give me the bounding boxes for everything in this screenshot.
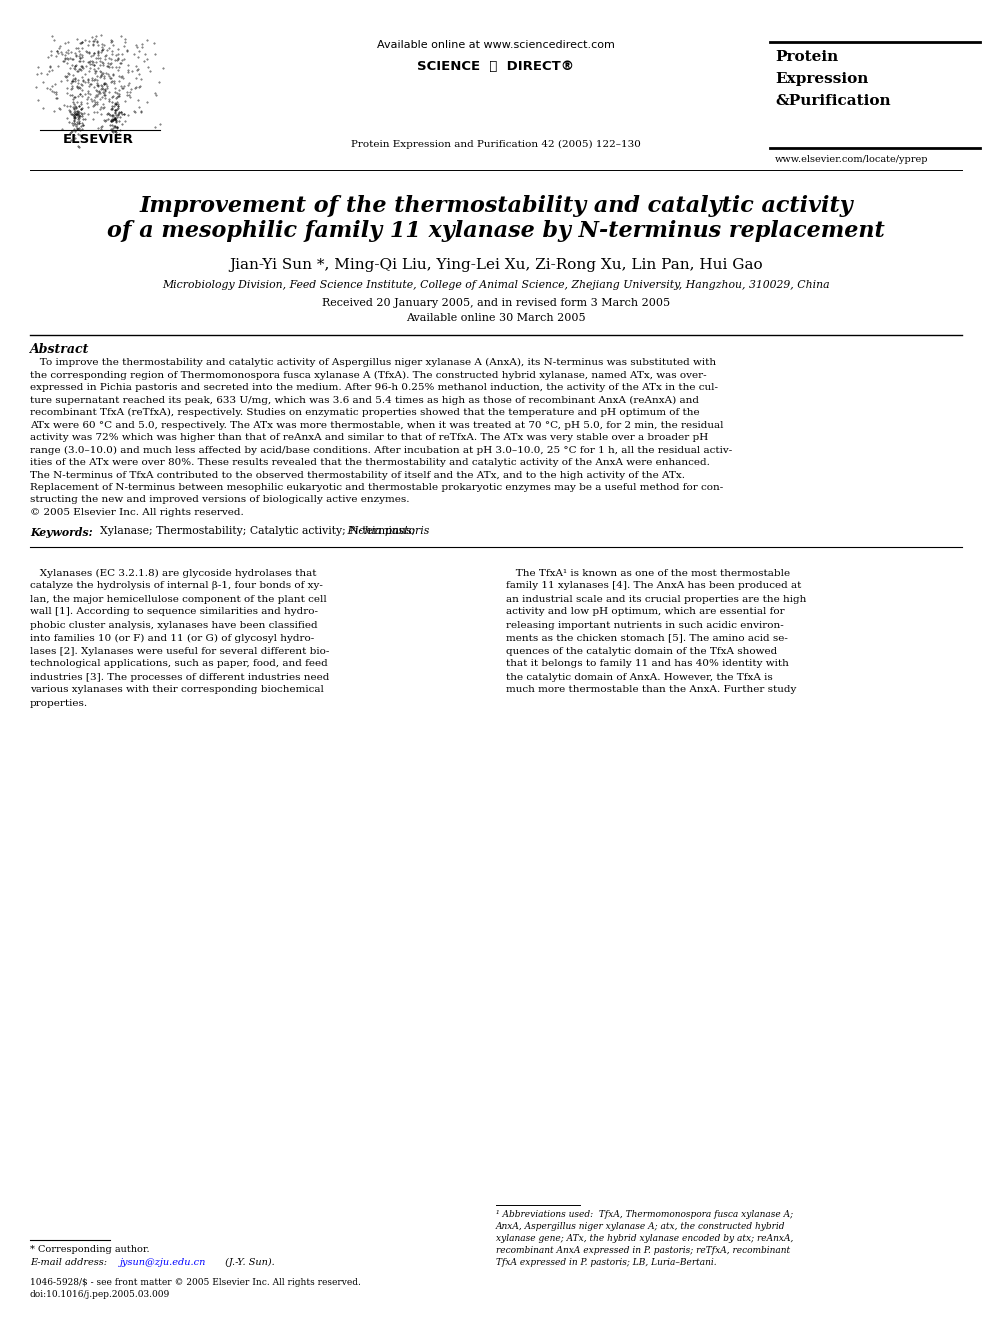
Text: of a mesophilic family 11 xylanase by N-terminus replacement: of a mesophilic family 11 xylanase by N-…: [107, 220, 885, 242]
Text: the corresponding region of Thermomonospora fusca xylanase A (TfxA). The constru: the corresponding region of Thermomonosp…: [30, 370, 706, 380]
Text: Xylanases (EC 3.2.1.8) are glycoside hydrolases that: Xylanases (EC 3.2.1.8) are glycoside hyd…: [30, 569, 316, 578]
Text: lases [2]. Xylanases were useful for several different bio-: lases [2]. Xylanases were useful for sev…: [30, 647, 329, 655]
Text: doi:10.1016/j.pep.2005.03.009: doi:10.1016/j.pep.2005.03.009: [30, 1290, 171, 1299]
Text: family 11 xylanases [4]. The AnxA has been produced at: family 11 xylanases [4]. The AnxA has be…: [506, 582, 802, 590]
Text: ATx were 60 °C and 5.0, respectively. The ATx was more thermostable, when it was: ATx were 60 °C and 5.0, respectively. Th…: [30, 421, 723, 430]
Text: Jian-Yi Sun *, Ming-Qi Liu, Ying-Lei Xu, Zi-Rong Xu, Lin Pan, Hui Gao: Jian-Yi Sun *, Ming-Qi Liu, Ying-Lei Xu,…: [229, 258, 763, 273]
Text: To improve the thermostability and catalytic activity of Aspergillus niger xylan: To improve the thermostability and catal…: [30, 359, 716, 366]
Text: jysun@zju.edu.cn: jysun@zju.edu.cn: [120, 1258, 206, 1267]
Text: Expression: Expression: [775, 71, 868, 86]
Text: ities of the ATx were over 80%. These results revealed that the thermostability : ities of the ATx were over 80%. These re…: [30, 458, 710, 467]
Text: expressed in Pichia pastoris and secreted into the medium. After 96-h 0.25% meth: expressed in Pichia pastoris and secrete…: [30, 382, 718, 392]
Text: The N-terminus of TfxA contributed to the observed thermostability of itself and: The N-terminus of TfxA contributed to th…: [30, 471, 685, 479]
Text: ¹ Abbreviations used:  TfxA, Thermomonospora fusca xylanase A;: ¹ Abbreviations used: TfxA, Thermomonosp…: [496, 1211, 794, 1218]
Text: Available online 30 March 2005: Available online 30 March 2005: [406, 314, 586, 323]
Text: (J.-Y. Sun).: (J.-Y. Sun).: [222, 1258, 275, 1267]
Text: that it belongs to family 11 and has 40% identity with: that it belongs to family 11 and has 40%…: [506, 659, 789, 668]
Text: into families 10 (or F) and 11 (or G) of glycosyl hydro-: into families 10 (or F) and 11 (or G) of…: [30, 634, 314, 643]
Text: ELSEVIER: ELSEVIER: [62, 134, 134, 146]
Text: Protein Expression and Purification 42 (2005) 122–130: Protein Expression and Purification 42 (…: [351, 140, 641, 149]
Text: activity was 72% which was higher than that of reAnxA and similar to that of reT: activity was 72% which was higher than t…: [30, 433, 708, 442]
Text: Replacement of N-terminus between mesophilic eukaryotic and thermostable prokary: Replacement of N-terminus between mesoph…: [30, 483, 723, 492]
Text: SCIENCE  ⓓ  DIRECT®: SCIENCE ⓓ DIRECT®: [418, 60, 574, 73]
Text: Protein: Protein: [775, 50, 838, 64]
Text: E-mail address:: E-mail address:: [30, 1258, 113, 1267]
Text: © 2005 Elsevier Inc. All rights reserved.: © 2005 Elsevier Inc. All rights reserved…: [30, 508, 244, 517]
Text: AnxA, Aspergillus niger xylanase A; atx, the constructed hybrid: AnxA, Aspergillus niger xylanase A; atx,…: [496, 1222, 786, 1230]
Text: technological applications, such as paper, food, and feed: technological applications, such as pape…: [30, 659, 327, 668]
Text: properties.: properties.: [30, 699, 88, 708]
Text: the catalytic domain of AnxA. However, the TfxA is: the catalytic domain of AnxA. However, t…: [506, 672, 773, 681]
Text: xylanase gene; ATx, the hybrid xylanase encoded by atx; reAnxA,: xylanase gene; ATx, the hybrid xylanase …: [496, 1234, 794, 1244]
Text: Xylanase; Thermostability; Catalytic activity; N-terminus;: Xylanase; Thermostability; Catalytic act…: [100, 527, 415, 537]
Text: Pichia pastoris: Pichia pastoris: [344, 527, 430, 537]
Text: lan, the major hemicellulose component of the plant cell: lan, the major hemicellulose component o…: [30, 594, 326, 603]
Text: phobic cluster analysis, xylanases have been classified: phobic cluster analysis, xylanases have …: [30, 620, 317, 630]
Text: recombinant AnxA expressed in P. pastoris; reTfxA, recombinant: recombinant AnxA expressed in P. pastori…: [496, 1246, 790, 1256]
Text: recombinant TfxA (reTfxA), respectively. Studies on enzymatic properties showed : recombinant TfxA (reTfxA), respectively.…: [30, 407, 699, 417]
Text: &Purification: &Purification: [775, 94, 891, 108]
Text: industries [3]. The processes of different industries need: industries [3]. The processes of differe…: [30, 672, 329, 681]
Text: quences of the catalytic domain of the TfxA showed: quences of the catalytic domain of the T…: [506, 647, 778, 655]
Text: Abstract: Abstract: [30, 343, 89, 356]
Text: structing the new and improved versions of biologically active enzymes.: structing the new and improved versions …: [30, 496, 410, 504]
Text: www.elsevier.com/locate/yprep: www.elsevier.com/locate/yprep: [775, 155, 929, 164]
Text: Keywords:: Keywords:: [30, 527, 92, 537]
Text: TfxA expressed in P. pastoris; LB, Luria–Bertani.: TfxA expressed in P. pastoris; LB, Luria…: [496, 1258, 716, 1267]
Text: an industrial scale and its crucial properties are the high: an industrial scale and its crucial prop…: [506, 594, 806, 603]
Text: The TfxA¹ is known as one of the most thermostable: The TfxA¹ is known as one of the most th…: [506, 569, 790, 578]
Text: various xylanases with their corresponding biochemical: various xylanases with their correspondi…: [30, 685, 323, 695]
Text: Available online at www.sciencedirect.com: Available online at www.sciencedirect.co…: [377, 40, 615, 50]
Text: activity and low pH optimum, which are essential for: activity and low pH optimum, which are e…: [506, 607, 785, 617]
Text: much more thermostable than the AnxA. Further study: much more thermostable than the AnxA. Fu…: [506, 685, 797, 695]
Bar: [28, 30, 163, 146]
Text: Received 20 January 2005, and in revised form 3 March 2005: Received 20 January 2005, and in revised…: [322, 298, 670, 308]
Text: Improvement of the thermostability and catalytic activity: Improvement of the thermostability and c…: [139, 194, 853, 217]
Text: catalyze the hydrolysis of internal β-1, four bonds of xy-: catalyze the hydrolysis of internal β-1,…: [30, 582, 322, 590]
Text: range (3.0–10.0) and much less affected by acid/base conditions. After incubatio: range (3.0–10.0) and much less affected …: [30, 446, 732, 455]
Text: releasing important nutrients in such acidic environ-: releasing important nutrients in such ac…: [506, 620, 784, 630]
Text: wall [1]. According to sequence similarities and hydro-: wall [1]. According to sequence similari…: [30, 607, 318, 617]
Text: 1046-5928/$ - see front matter © 2005 Elsevier Inc. All rights reserved.: 1046-5928/$ - see front matter © 2005 El…: [30, 1278, 361, 1287]
Text: ments as the chicken stomach [5]. The amino acid se-: ments as the chicken stomach [5]. The am…: [506, 634, 788, 643]
Text: ture supernatant reached its peak, 633 U/mg, which was 3.6 and 5.4 times as high: ture supernatant reached its peak, 633 U…: [30, 396, 699, 405]
Text: Microbiology Division, Feed Science Institute, College of Animal Science, Zhejia: Microbiology Division, Feed Science Inst…: [162, 280, 830, 290]
Text: * Corresponding author.: * Corresponding author.: [30, 1245, 150, 1254]
